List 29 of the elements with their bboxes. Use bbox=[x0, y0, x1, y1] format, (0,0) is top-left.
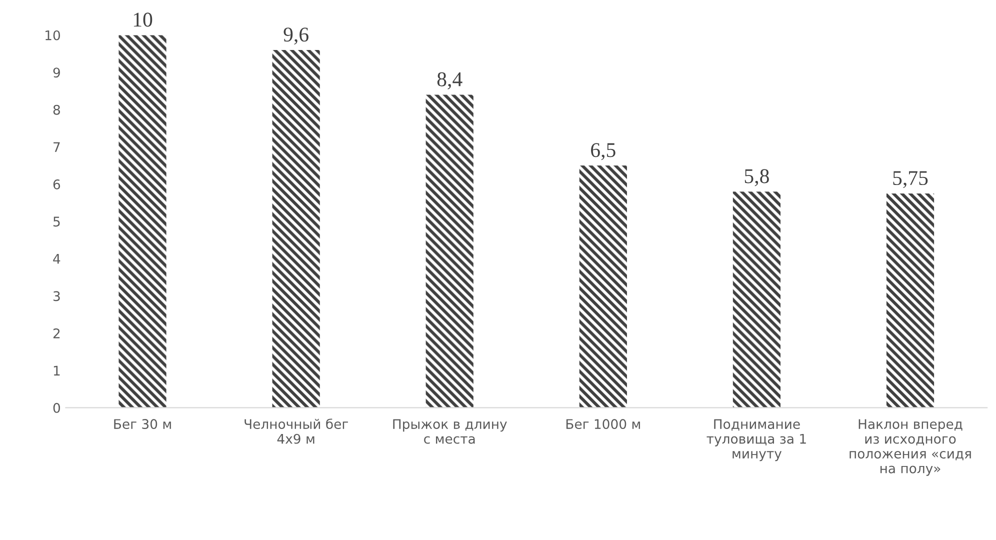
y-tick-label: 3 bbox=[53, 291, 60, 302]
bar bbox=[732, 192, 781, 408]
y-tick-label: 1 bbox=[54, 366, 60, 376]
data-label: 5,75 bbox=[893, 171, 928, 188]
x-tick-label: Прыжок в длину с места bbox=[393, 419, 507, 444]
x-tick-label: Наклон вперед из исходного положения «сидя на полу» bbox=[850, 419, 971, 476]
y-tick-label: 10 bbox=[46, 30, 60, 40]
y-tick-label: 4 bbox=[53, 254, 60, 264]
y-tick-label: 2 bbox=[53, 328, 60, 338]
y-tick-label: 7 bbox=[54, 142, 60, 152]
data-label: 9,6 bbox=[284, 28, 308, 45]
bar bbox=[886, 193, 934, 408]
bar bbox=[426, 94, 474, 408]
data-label: 5,8 bbox=[744, 169, 769, 186]
x-tick-label: Челночный бег 4х9 м bbox=[244, 418, 348, 444]
y-tick-label: 0 bbox=[53, 402, 60, 413]
data-label: 8,4 bbox=[437, 72, 462, 90]
y-tick-label: 5 bbox=[54, 216, 60, 227]
bar bbox=[579, 166, 627, 408]
x-tick-label: Бег 30 м bbox=[114, 419, 171, 430]
x-tick-label: Поднимание туловища за 1 минуту bbox=[706, 419, 806, 462]
y-tick-label: 9 bbox=[53, 68, 60, 78]
y-tick-label: 6 bbox=[53, 179, 60, 190]
bar bbox=[118, 35, 166, 408]
bar bbox=[272, 50, 320, 408]
x-tick-label: Бег 1000 м bbox=[566, 419, 640, 430]
data-label: 10 bbox=[134, 12, 152, 27]
y-tick-label: 8 bbox=[53, 104, 60, 115]
data-label: 6,5 bbox=[591, 143, 616, 160]
